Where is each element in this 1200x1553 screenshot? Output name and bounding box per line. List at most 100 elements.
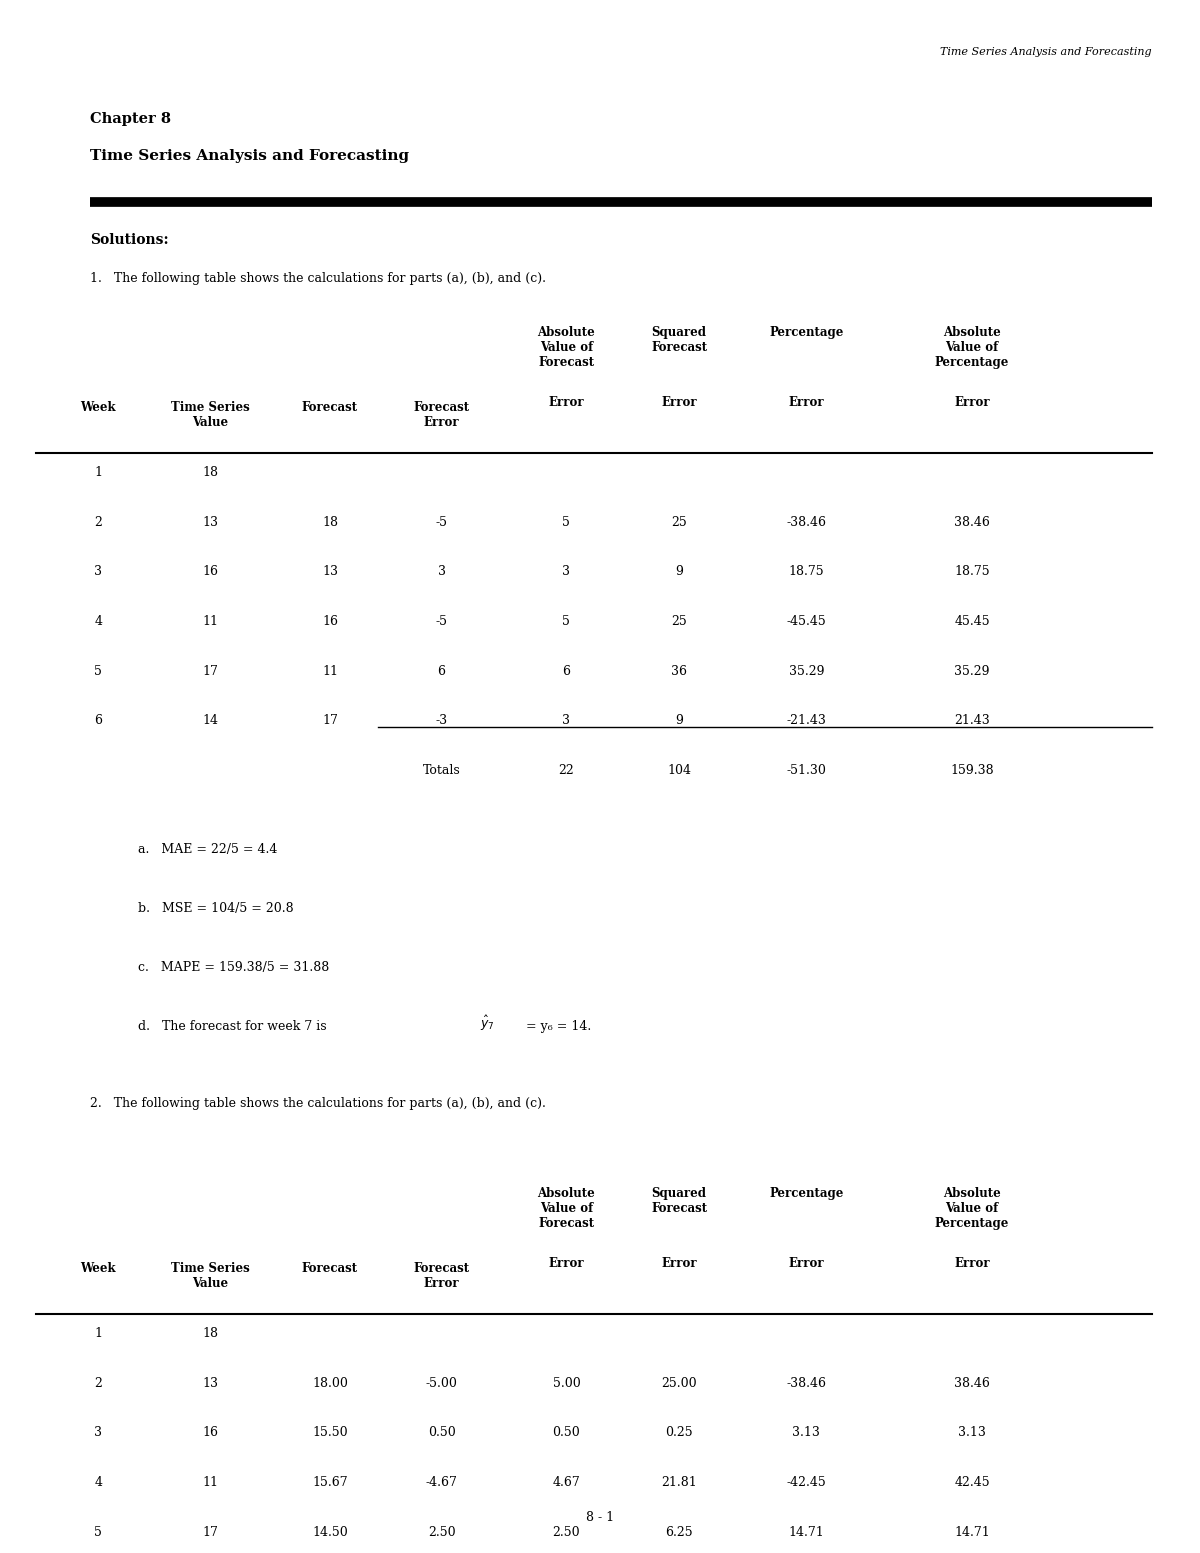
Text: 1.   The following table shows the calculations for parts (a), (b), and (c).: 1. The following table shows the calcula… [90, 272, 546, 284]
Text: -3: -3 [436, 714, 448, 727]
Text: 5: 5 [563, 615, 570, 627]
Text: -5: -5 [436, 516, 448, 528]
Text: 1: 1 [95, 1326, 102, 1340]
Text: -21.43: -21.43 [786, 714, 827, 727]
Text: 0.50: 0.50 [427, 1426, 456, 1440]
Text: 18: 18 [202, 466, 218, 478]
Text: Absolute
Value of
Percentage: Absolute Value of Percentage [935, 326, 1009, 370]
Text: 21.43: 21.43 [954, 714, 990, 727]
Text: 18: 18 [202, 1326, 218, 1340]
Text: -42.45: -42.45 [786, 1475, 827, 1489]
Text: 2.50: 2.50 [427, 1525, 456, 1539]
Text: 38.46: 38.46 [954, 1376, 990, 1390]
Text: Error: Error [548, 396, 584, 408]
Text: Forecast: Forecast [302, 401, 358, 413]
Text: Error: Error [788, 1256, 824, 1270]
Text: a.   MAE = 22/5 = 4.4: a. MAE = 22/5 = 4.4 [138, 843, 277, 856]
Text: Error: Error [661, 1256, 697, 1270]
Text: 21.81: 21.81 [661, 1475, 697, 1489]
Text: Time Series Analysis and Forecasting: Time Series Analysis and Forecasting [941, 47, 1152, 56]
Text: = y₆ = 14.: = y₆ = 14. [522, 1020, 592, 1033]
Text: 3.13: 3.13 [958, 1426, 986, 1440]
Text: 5: 5 [563, 516, 570, 528]
Text: Absolute
Value of
Forecast: Absolute Value of Forecast [538, 326, 595, 370]
Text: Squared
Forecast: Squared Forecast [652, 1186, 707, 1214]
Text: 3: 3 [95, 1426, 102, 1440]
Text: 6: 6 [95, 714, 102, 727]
Text: 3: 3 [563, 714, 570, 727]
Text: 3.13: 3.13 [792, 1426, 821, 1440]
Text: Error: Error [661, 396, 697, 408]
Text: 4: 4 [95, 615, 102, 627]
Text: 2.   The following table shows the calculations for parts (a), (b), and (c).: 2. The following table shows the calcula… [90, 1096, 546, 1110]
Text: -4.67: -4.67 [426, 1475, 457, 1489]
Text: 15.67: 15.67 [312, 1475, 348, 1489]
Text: 36: 36 [671, 665, 688, 677]
Text: Time Series
Value: Time Series Value [170, 401, 250, 429]
Text: 11: 11 [322, 665, 338, 677]
Text: 6: 6 [563, 665, 570, 677]
Text: 8 - 1: 8 - 1 [586, 1511, 614, 1523]
Text: 2: 2 [95, 1376, 102, 1390]
Text: 5.00: 5.00 [552, 1376, 581, 1390]
Text: b.   MSE = 104/5 = 20.8: b. MSE = 104/5 = 20.8 [138, 902, 294, 915]
Text: 13: 13 [322, 565, 338, 578]
Text: 11: 11 [202, 615, 218, 627]
Text: 22: 22 [558, 764, 575, 776]
Text: 14.71: 14.71 [954, 1525, 990, 1539]
Text: 13: 13 [202, 1376, 218, 1390]
Text: -51.30: -51.30 [786, 764, 827, 776]
Text: 18.75: 18.75 [954, 565, 990, 578]
Text: 18: 18 [322, 516, 338, 528]
Text: $\hat{y}_7$: $\hat{y}_7$ [480, 1014, 494, 1033]
Text: 4: 4 [95, 1475, 102, 1489]
Text: 5: 5 [95, 1525, 102, 1539]
Text: Chapter 8: Chapter 8 [90, 112, 172, 126]
Text: 14: 14 [202, 714, 218, 727]
Text: Forecast
Error: Forecast Error [414, 401, 469, 429]
Text: Time Series
Value: Time Series Value [170, 1261, 250, 1289]
Text: Solutions:: Solutions: [90, 233, 169, 247]
Text: Squared
Forecast: Squared Forecast [652, 326, 707, 354]
Text: 5: 5 [95, 665, 102, 677]
Text: 2: 2 [95, 516, 102, 528]
Text: 16: 16 [322, 615, 338, 627]
Text: Week: Week [80, 1261, 116, 1275]
Text: c.   MAPE = 159.38/5 = 31.88: c. MAPE = 159.38/5 = 31.88 [138, 961, 329, 974]
Text: 45.45: 45.45 [954, 615, 990, 627]
Text: 6: 6 [438, 665, 445, 677]
Text: 14.50: 14.50 [312, 1525, 348, 1539]
Text: Absolute
Value of
Percentage: Absolute Value of Percentage [935, 1186, 1009, 1230]
Text: Forecast
Error: Forecast Error [414, 1261, 469, 1289]
Text: Error: Error [954, 396, 990, 408]
Text: -45.45: -45.45 [786, 615, 827, 627]
Text: 14.71: 14.71 [788, 1525, 824, 1539]
Text: Week: Week [80, 401, 116, 413]
Text: 13: 13 [202, 516, 218, 528]
Text: 9: 9 [676, 714, 683, 727]
Text: 18.75: 18.75 [788, 565, 824, 578]
Text: 3: 3 [563, 565, 570, 578]
Text: -38.46: -38.46 [786, 1376, 827, 1390]
Text: 159.38: 159.38 [950, 764, 994, 776]
Text: Absolute
Value of
Forecast: Absolute Value of Forecast [538, 1186, 595, 1230]
Text: Error: Error [548, 1256, 584, 1270]
Text: 17: 17 [202, 1525, 218, 1539]
Text: 3: 3 [438, 565, 445, 578]
Text: 25: 25 [671, 615, 688, 627]
Text: 104: 104 [667, 764, 691, 776]
Text: 17: 17 [322, 714, 338, 727]
Text: 16: 16 [202, 565, 218, 578]
Text: 35.29: 35.29 [788, 665, 824, 677]
Text: -5: -5 [436, 615, 448, 627]
Text: 25: 25 [671, 516, 688, 528]
Text: 16: 16 [202, 1426, 218, 1440]
Text: 11: 11 [202, 1475, 218, 1489]
Text: Error: Error [788, 396, 824, 408]
Text: Totals: Totals [422, 764, 461, 776]
Text: Time Series Analysis and Forecasting: Time Series Analysis and Forecasting [90, 149, 409, 163]
Text: Error: Error [954, 1256, 990, 1270]
Text: 18.00: 18.00 [312, 1376, 348, 1390]
Text: 38.46: 38.46 [954, 516, 990, 528]
Text: 3: 3 [95, 565, 102, 578]
